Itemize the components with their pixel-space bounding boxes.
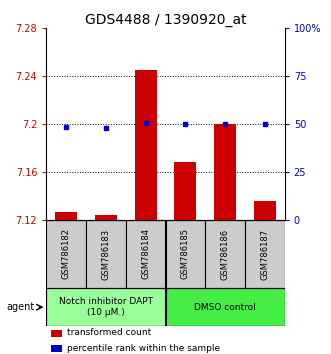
- Bar: [126, 220, 166, 288]
- Bar: [55, 212, 77, 220]
- Text: GSM786187: GSM786187: [260, 228, 269, 280]
- Title: GDS4488 / 1390920_at: GDS4488 / 1390920_at: [85, 13, 246, 27]
- Text: GSM786183: GSM786183: [101, 228, 111, 280]
- Bar: [86, 220, 126, 288]
- Bar: [174, 162, 196, 220]
- Text: Notch inhibitor DAPT
(10 μM.): Notch inhibitor DAPT (10 μM.): [59, 297, 153, 317]
- Bar: [135, 70, 157, 220]
- Bar: [245, 220, 285, 288]
- Bar: [166, 288, 285, 326]
- Bar: [95, 215, 117, 220]
- Bar: [205, 220, 245, 288]
- Bar: [166, 220, 205, 288]
- Text: percentile rank within the sample: percentile rank within the sample: [67, 344, 220, 353]
- Text: GSM786182: GSM786182: [62, 228, 71, 279]
- Bar: [46, 220, 86, 288]
- Bar: [51, 330, 62, 337]
- Text: DMSO control: DMSO control: [194, 303, 256, 312]
- Text: GSM786185: GSM786185: [181, 228, 190, 279]
- Text: agent: agent: [7, 302, 35, 312]
- Text: GSM786184: GSM786184: [141, 228, 150, 279]
- Bar: [46, 288, 166, 326]
- Text: transformed count: transformed count: [67, 329, 151, 337]
- Bar: [214, 124, 236, 220]
- Bar: [254, 201, 276, 220]
- Text: GSM786186: GSM786186: [220, 228, 230, 280]
- Bar: [51, 345, 62, 352]
